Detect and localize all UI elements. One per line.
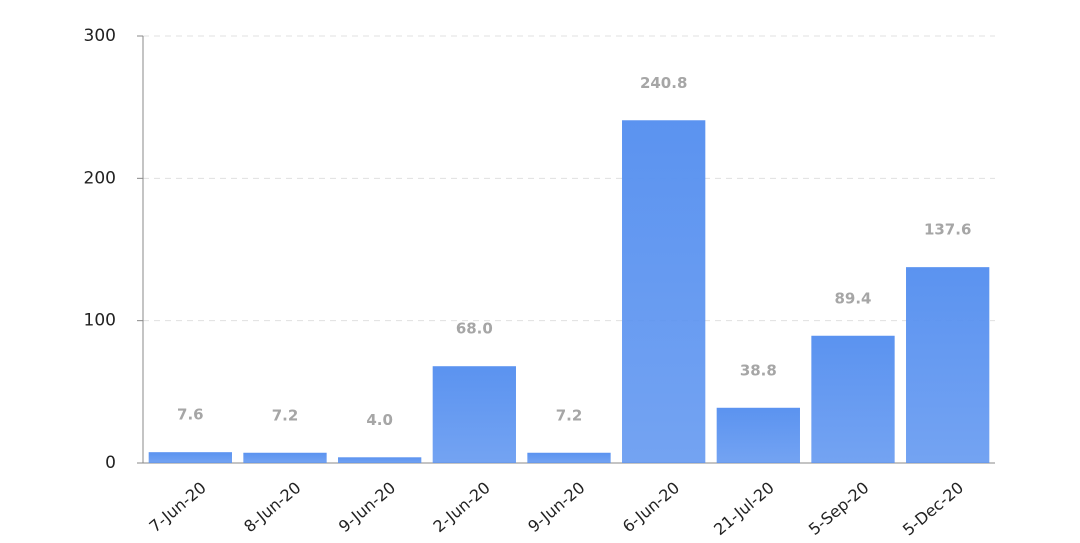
bar	[811, 335, 895, 463]
value-label: 137.6	[924, 221, 971, 239]
bar	[716, 407, 800, 463]
value-label: 7.2	[556, 406, 583, 424]
y-tick-label: 200	[84, 168, 116, 188]
x-tick-label: 9-Jun-20	[335, 478, 399, 536]
bar	[148, 452, 232, 463]
y-tick-label: 300	[84, 26, 116, 46]
bar	[622, 120, 706, 464]
value-label: 38.8	[740, 361, 777, 379]
x-tick-label: 9-Jun-20	[524, 478, 588, 536]
x-tick-label: 5-Sep-20	[805, 478, 873, 539]
bar	[527, 452, 611, 463]
y-tick-label: 100	[84, 311, 116, 331]
x-tick-label: 21-Jul-20	[710, 478, 778, 539]
x-tick-label: 6-Jun-20	[619, 478, 683, 536]
x-tick-label: 8-Jun-20	[240, 478, 304, 536]
value-label: 4.0	[366, 411, 393, 429]
value-label: 89.4	[834, 289, 871, 307]
x-tick-label: 2-Jun-20	[430, 478, 494, 536]
y-tick-label: 0	[105, 453, 116, 473]
value-label: 240.8	[640, 74, 687, 92]
value-label: 7.6	[177, 406, 204, 424]
bar	[906, 267, 990, 463]
bar	[243, 452, 327, 463]
x-tick-label: 5-Dec-20	[899, 478, 967, 540]
value-label: 7.2	[272, 406, 299, 424]
bar	[338, 457, 422, 463]
bar	[432, 366, 516, 463]
value-label: 68.0	[456, 320, 493, 338]
x-tick-label: 7-Jun-20	[146, 478, 210, 536]
